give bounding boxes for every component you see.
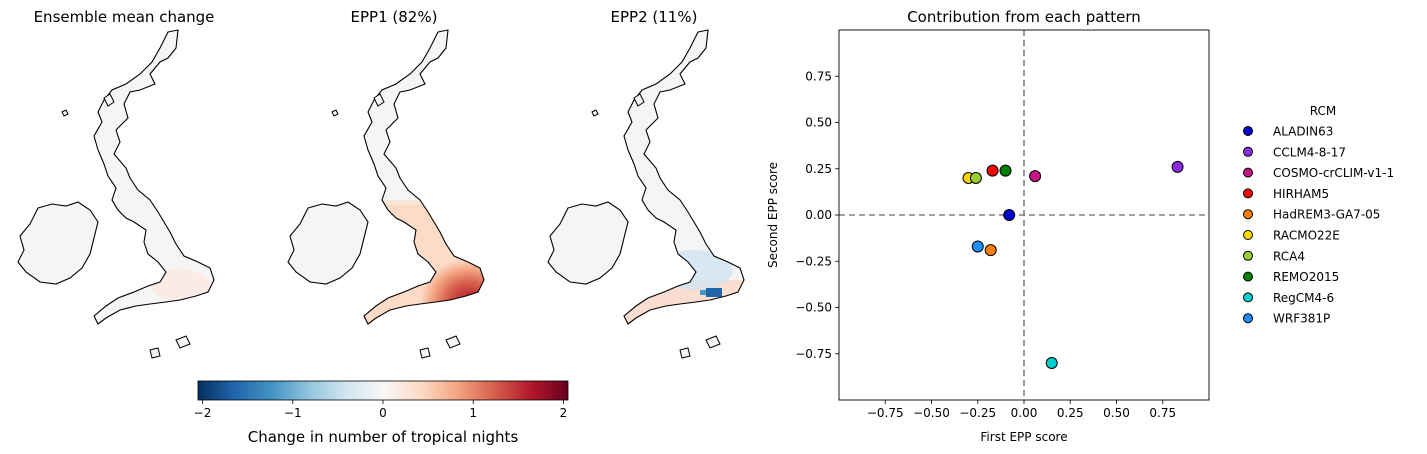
map-panels: Ensemble mean change EPP1 (82%) EPP2 (11%) <box>17 8 745 359</box>
legend-marker <box>1243 209 1253 220</box>
colorbar-tick-label: 1 <box>469 406 477 420</box>
map-title: EPP1 (82%) <box>351 8 438 26</box>
legend-label: CCLM4-8-17 <box>1273 145 1346 159</box>
data-point-WRF381P <box>971 240 984 253</box>
legend-label: COSMO-crCLIM-v1-1 <box>1273 166 1394 180</box>
island <box>705 335 721 349</box>
island <box>373 93 385 107</box>
data-point-RegCM4-6 <box>1045 357 1058 369</box>
colorbar-tick-label: 2 <box>560 406 568 420</box>
shading-patch <box>150 269 210 301</box>
colorbar: −2 −1 0 1 2 Change in number of tropical nigh… <box>194 380 569 446</box>
colorbar-tick-label: −1 <box>284 406 302 420</box>
scatter-chart: Contribution from each pattern −0.75 −0.50… <box>766 8 1210 444</box>
legend-title: RCM <box>1310 104 1336 118</box>
legend-label: RCA4 <box>1273 249 1305 263</box>
shading-layer <box>150 269 210 301</box>
island <box>149 347 161 359</box>
y-tick-label: 0.25 <box>805 162 832 176</box>
y-tick-label: −0.50 <box>795 301 832 315</box>
colorbar-label: Change in number of tropical nights <box>248 428 519 446</box>
x-tick-label: −0.75 <box>867 406 904 420</box>
legend: RCM ALADIN63 CCLM4-8-17 COSMO-crCLIM-v1-1 HI… <box>1243 104 1394 326</box>
data-point-HIRHAM5 <box>986 164 999 177</box>
y-tick-label: −0.25 <box>795 254 832 268</box>
x-tick-label: −0.50 <box>913 406 950 420</box>
y-tick-label: −0.75 <box>795 347 832 361</box>
island <box>445 335 461 349</box>
island <box>175 335 191 349</box>
data-point-RCA4 <box>969 172 982 184</box>
data-point-ALADIN63 <box>1003 209 1016 221</box>
data-point-CCLM4-8-17 <box>1171 160 1184 173</box>
island <box>103 93 115 107</box>
island <box>633 93 645 107</box>
legend-label: RegCM4-6 <box>1273 291 1334 305</box>
legend-marker <box>1243 271 1253 282</box>
chart-title: Contribution from each pattern <box>907 8 1141 26</box>
legend-marker <box>1243 188 1253 199</box>
map-panel-2: EPP1 (82%) <box>287 8 485 359</box>
x-tick-label: −0.25 <box>959 406 996 420</box>
legend-label: REMO2015 <box>1273 270 1339 284</box>
data-point-HadREM3-GA7-05 <box>984 244 997 257</box>
y-tick-label: 0.50 <box>805 116 832 130</box>
x-tick-label: 0.75 <box>1149 406 1176 420</box>
legend-marker <box>1243 250 1253 261</box>
island <box>679 347 691 359</box>
island <box>419 347 431 359</box>
island <box>591 109 599 117</box>
legend-marker <box>1243 126 1253 136</box>
legend-label: WRF381P <box>1273 312 1330 326</box>
ireland-land <box>288 202 368 284</box>
y-tick-label: 0.00 <box>805 208 832 222</box>
map-panel-1: Ensemble mean change <box>17 8 215 359</box>
data-point-REMO2015 <box>999 164 1012 177</box>
shading-layer <box>364 200 484 324</box>
legend-marker <box>1243 167 1253 178</box>
shading-patch <box>706 288 722 297</box>
y-axis-label: Second EPP score <box>766 162 780 268</box>
legend-marker <box>1243 146 1253 157</box>
legend-marker <box>1243 313 1253 324</box>
colorbar-tick-label: −2 <box>194 406 212 420</box>
colorbar-tick-label: 0 <box>379 406 387 420</box>
x-tick-label: 0.50 <box>1103 406 1130 420</box>
x-axis-label: First EPP score <box>980 430 1067 444</box>
island <box>61 109 69 117</box>
x-tick-label: 0.25 <box>1057 406 1084 420</box>
colorbar-gradient <box>197 380 569 401</box>
data-point-COSMO-crCLIM-v1-1 <box>1029 170 1042 183</box>
map-title: EPP2 (11%) <box>611 8 698 26</box>
shading-patch <box>700 290 706 295</box>
legend-marker <box>1243 292 1253 303</box>
legend-label: HIRHAM5 <box>1273 187 1329 201</box>
ireland-land <box>18 202 98 284</box>
legend-label: ALADIN63 <box>1273 125 1333 139</box>
legend-marker <box>1243 230 1253 240</box>
legend-label: RACMO22E <box>1273 229 1340 243</box>
y-tick-label: 0.75 <box>805 69 832 83</box>
x-tick-label: 0.00 <box>1011 406 1038 420</box>
legend-label: HadREM3-GA7-05 <box>1273 208 1380 222</box>
island <box>331 109 339 117</box>
map-panel-3: EPP2 (11%) <box>547 8 745 359</box>
map-title: Ensemble mean change <box>34 8 215 26</box>
ireland-land <box>548 202 628 284</box>
